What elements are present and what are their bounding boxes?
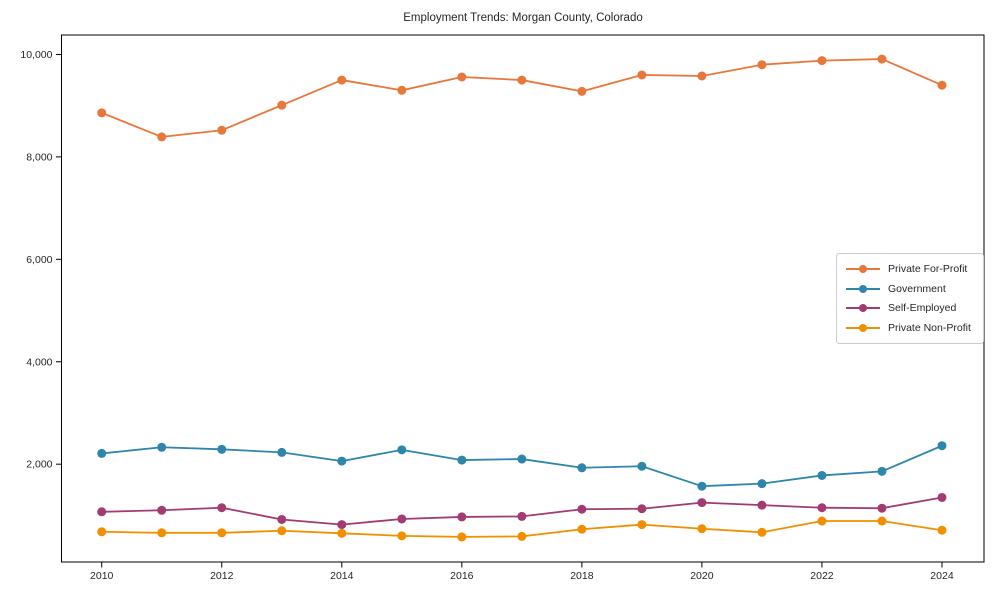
series-line-government — [101, 444, 943, 488]
series-marker-self-employed — [877, 503, 887, 513]
series-marker-private-for-profit — [817, 56, 827, 66]
series-marker-private-for-profit — [217, 125, 227, 135]
series-marker-private-non-profit — [577, 524, 587, 534]
legend-item-label: Private Non-Profit — [888, 322, 971, 335]
x-axis-tick-label: 2024 — [930, 570, 954, 582]
x-axis-tick-label: 2016 — [450, 570, 474, 582]
legend-item-private-non-profit: Private Non-Profit — [846, 318, 975, 338]
series-marker-self-employed — [517, 511, 527, 521]
y-axis-tick-label: 4,000 — [26, 356, 52, 368]
series-marker-government — [397, 445, 407, 455]
series-marker-self-employed — [157, 505, 167, 515]
series-marker-self-employed — [577, 504, 587, 514]
series-marker-government — [637, 461, 647, 471]
series-marker-private-for-profit — [577, 86, 587, 96]
series-marker-self-employed — [757, 500, 767, 510]
legend-line-dot-icon — [846, 284, 880, 294]
series-marker-private-non-profit — [457, 532, 467, 542]
series-marker-self-employed — [937, 492, 947, 502]
series-marker-private-for-profit — [277, 100, 287, 110]
legend: Private For-Profit Government Self-Employe… — [836, 253, 984, 344]
legend-line-dot-icon — [846, 264, 880, 274]
series-marker-private-non-profit — [817, 516, 827, 526]
series-marker-private-non-profit — [517, 531, 527, 541]
legend-line-dot-icon — [846, 303, 880, 313]
legend-item-government: Government — [846, 279, 975, 299]
series-marker-private-for-profit — [697, 71, 707, 81]
series-marker-private-non-profit — [757, 527, 767, 537]
series-marker-government — [517, 454, 527, 464]
series-marker-private-for-profit — [457, 72, 467, 82]
series-marker-private-non-profit — [217, 528, 227, 538]
legend-item-label: Government — [888, 282, 946, 295]
x-axis-tick-label: 2020 — [690, 570, 714, 582]
series-marker-private-non-profit — [937, 525, 947, 535]
series-marker-private-for-profit — [97, 108, 107, 118]
series-marker-private-for-profit — [397, 85, 407, 95]
legend-line-dot-icon — [846, 323, 880, 333]
series-marker-government — [697, 481, 707, 491]
series-marker-government — [877, 466, 887, 476]
legend-item-label: Private For-Profit — [888, 262, 968, 275]
legend-item-label: Self-Employed — [888, 302, 957, 315]
x-axis-tick-label: 2010 — [90, 570, 114, 582]
series-marker-private-non-profit — [697, 524, 707, 534]
chart-title: Employment Trends: Morgan County, Colora… — [403, 12, 643, 24]
y-axis-tick-label: 8,000 — [26, 151, 52, 163]
series-marker-private-for-profit — [937, 80, 947, 90]
series-marker-self-employed — [277, 514, 287, 524]
series-marker-self-employed — [817, 503, 827, 513]
series-marker-private-non-profit — [337, 528, 347, 538]
series-marker-self-employed — [97, 507, 107, 517]
series-marker-private-non-profit — [637, 520, 647, 530]
series-marker-private-non-profit — [157, 528, 167, 538]
series-marker-private-for-profit — [157, 132, 167, 142]
series-line-private-for-profit — [101, 58, 943, 138]
series-marker-private-for-profit — [337, 75, 347, 85]
series-marker-government — [97, 448, 107, 458]
series-marker-government — [937, 441, 947, 451]
series-marker-private-for-profit — [517, 75, 527, 85]
series-marker-private-non-profit — [97, 527, 107, 537]
plot-frame — [61, 34, 985, 563]
series-marker-self-employed — [697, 498, 707, 508]
series-marker-self-employed — [397, 514, 407, 524]
x-axis-tick-label: 2014 — [330, 570, 354, 582]
series-marker-government — [817, 470, 827, 480]
legend-item-self-employed: Self-Employed — [846, 299, 975, 319]
legend-item-private-for-profit: Private For-Profit — [846, 259, 975, 279]
series-marker-government — [217, 444, 227, 454]
series-marker-private-non-profit — [877, 516, 887, 526]
series-marker-self-employed — [637, 504, 647, 514]
series-marker-government — [757, 479, 767, 489]
x-axis-tick-label: 2022 — [810, 570, 834, 582]
series-marker-government — [457, 455, 467, 465]
y-axis-tick-label: 2,000 — [26, 459, 52, 471]
series-marker-government — [277, 447, 287, 457]
series-marker-self-employed — [457, 512, 467, 522]
x-axis-tick-label: 2018 — [570, 570, 594, 582]
series-marker-self-employed — [337, 520, 347, 530]
series-marker-private-for-profit — [757, 60, 767, 70]
series-marker-private-for-profit — [877, 54, 887, 64]
y-axis-tick-label: 6,000 — [26, 254, 52, 266]
series-marker-private-non-profit — [277, 526, 287, 536]
series-marker-government — [337, 456, 347, 466]
series-marker-private-non-profit — [397, 531, 407, 541]
y-axis-tick-label: 10,000 — [20, 49, 52, 61]
series-marker-private-for-profit — [637, 70, 647, 80]
x-axis-tick-label: 2012 — [210, 570, 234, 582]
series-marker-self-employed — [217, 503, 227, 513]
series-marker-government — [577, 463, 587, 473]
series-marker-government — [157, 442, 167, 452]
